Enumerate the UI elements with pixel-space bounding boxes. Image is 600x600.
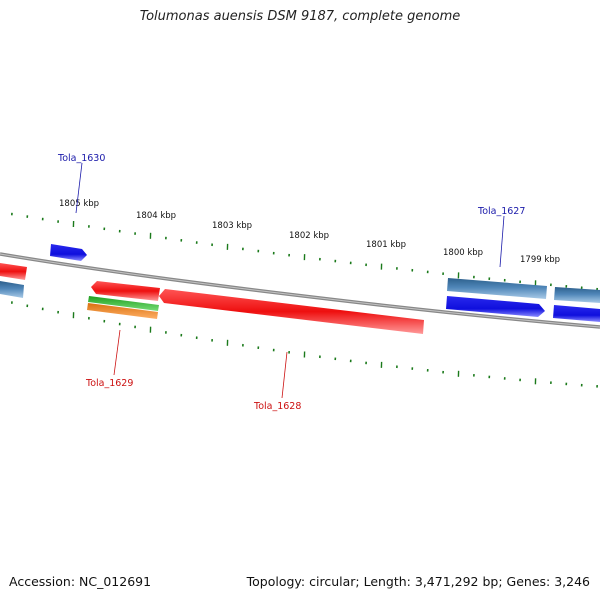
scale-label-1805: 1805 kbp [59, 199, 99, 209]
leader-tola-1630 [75, 162, 83, 214]
gene-forward-blue-right[interactable] [553, 305, 600, 322]
gene-tola-1628[interactable] [159, 289, 424, 334]
outer-tick-ring [11, 212, 598, 291]
scale-label-1804: 1804 kbp [136, 211, 176, 221]
map-title: Tolumonas auensis DSM 9187, complete gen… [139, 9, 461, 24]
scale-label-1802: 1802 kbp [289, 231, 329, 241]
leader-tola-1629 [113, 329, 121, 376]
accession-text: Accession: NC_012691 [9, 574, 152, 589]
gene-forward-blue-mid[interactable] [446, 296, 545, 317]
label-tola-1629[interactable]: Tola_1629 [85, 378, 133, 389]
gene-steel-right[interactable] [554, 287, 600, 303]
reverse-genes [0, 263, 600, 334]
gene-tola-1629-orange[interactable] [87, 303, 158, 319]
scale-label-1803: 1803 kbp [212, 221, 252, 231]
scale-label-1800: 1800 kbp [443, 248, 483, 258]
gene-red-left[interactable] [0, 263, 27, 280]
label-tola-1628[interactable]: Tola_1628 [253, 401, 301, 412]
gene-steel-left[interactable] [0, 281, 24, 298]
scale-label-1799: 1799 kbp [520, 255, 560, 265]
gene-tola-1627[interactable] [447, 278, 547, 299]
gene-tola-1629-green[interactable] [88, 296, 159, 311]
label-tola-1627[interactable]: Tola_1627 [477, 206, 525, 217]
label-tola-1630[interactable]: Tola_1630 [57, 153, 105, 164]
backbone-highlight [0, 253, 600, 328]
leader-tola-1628 [281, 351, 288, 399]
gene-red-small[interactable] [91, 281, 160, 301]
scale-label-1801: 1801 kbp [366, 240, 406, 250]
forward-genes [0, 244, 600, 303]
leader-tola-1627 [499, 215, 505, 268]
genome-summary-text: Topology: circular; Length: 3,471,292 bp… [246, 574, 590, 589]
inner-tick-ring [11, 301, 598, 388]
gene-tola-1630[interactable] [50, 244, 87, 261]
